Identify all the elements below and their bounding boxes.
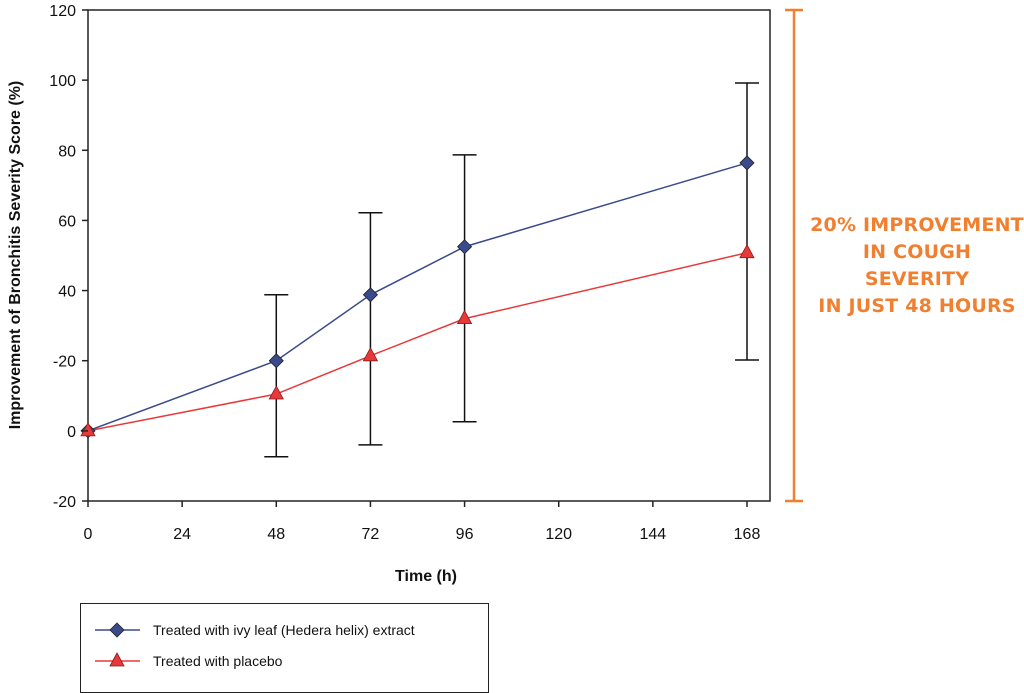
placebo-data-point: [739, 243, 755, 259]
legend-marker: [109, 652, 125, 667]
ivy-data-point: [739, 155, 755, 171]
ivy-data-point: [362, 287, 378, 303]
x-tick-label: 168: [734, 526, 761, 543]
y-tick-label: 120: [49, 3, 76, 20]
legend-label: Treated with placebo: [153, 653, 283, 669]
annotation-line: 20% IMPROVEMENT: [810, 214, 1024, 236]
y-tick-label: 100: [49, 73, 76, 90]
y-tick-label: -20: [53, 494, 76, 511]
x-tick-label: 72: [362, 526, 380, 543]
y-axis-label: Improvement of Bronchitis Severity Score…: [7, 81, 24, 430]
series-line: [87, 251, 748, 432]
y-tick-label: 80: [58, 143, 76, 160]
placebo-data-point: [456, 309, 473, 325]
x-tick-label: 120: [545, 526, 572, 543]
y-tick-label: -20: [53, 354, 76, 371]
annotation-bracket: [785, 8, 803, 503]
x-axis-label: Time (h): [395, 568, 457, 585]
y-tick-label: 40: [58, 284, 76, 301]
legend-marker: [109, 622, 125, 638]
ivy-data-point: [457, 239, 473, 255]
x-tick-label: 144: [640, 526, 667, 543]
x-tick-label: 24: [173, 526, 191, 543]
series-line: [87, 162, 748, 432]
plot-frame: [87, 9, 771, 502]
y-tick-label: 60: [58, 213, 76, 230]
annotation-line: IN COUGH SEVERITY: [862, 241, 972, 290]
y-tick-label: 0: [67, 424, 76, 441]
x-tick-label: 96: [456, 526, 474, 543]
placebo-data-point: [80, 422, 96, 437]
placebo-data-point: [268, 385, 284, 400]
x-tick-label: 48: [267, 526, 285, 543]
placebo-data-point: [362, 346, 379, 362]
x-tick-label: 0: [84, 526, 93, 543]
annotation-line: IN JUST 48 HOURS: [818, 295, 1016, 317]
legend: [80, 603, 489, 693]
ivy-data-point: [268, 353, 284, 369]
annotation-text: 20% IMPROVEMENT IN COUGH SEVERITY IN JUS…: [810, 212, 1024, 320]
legend-label: Treated with ivy leaf (Hedera helix) ext…: [153, 622, 415, 638]
